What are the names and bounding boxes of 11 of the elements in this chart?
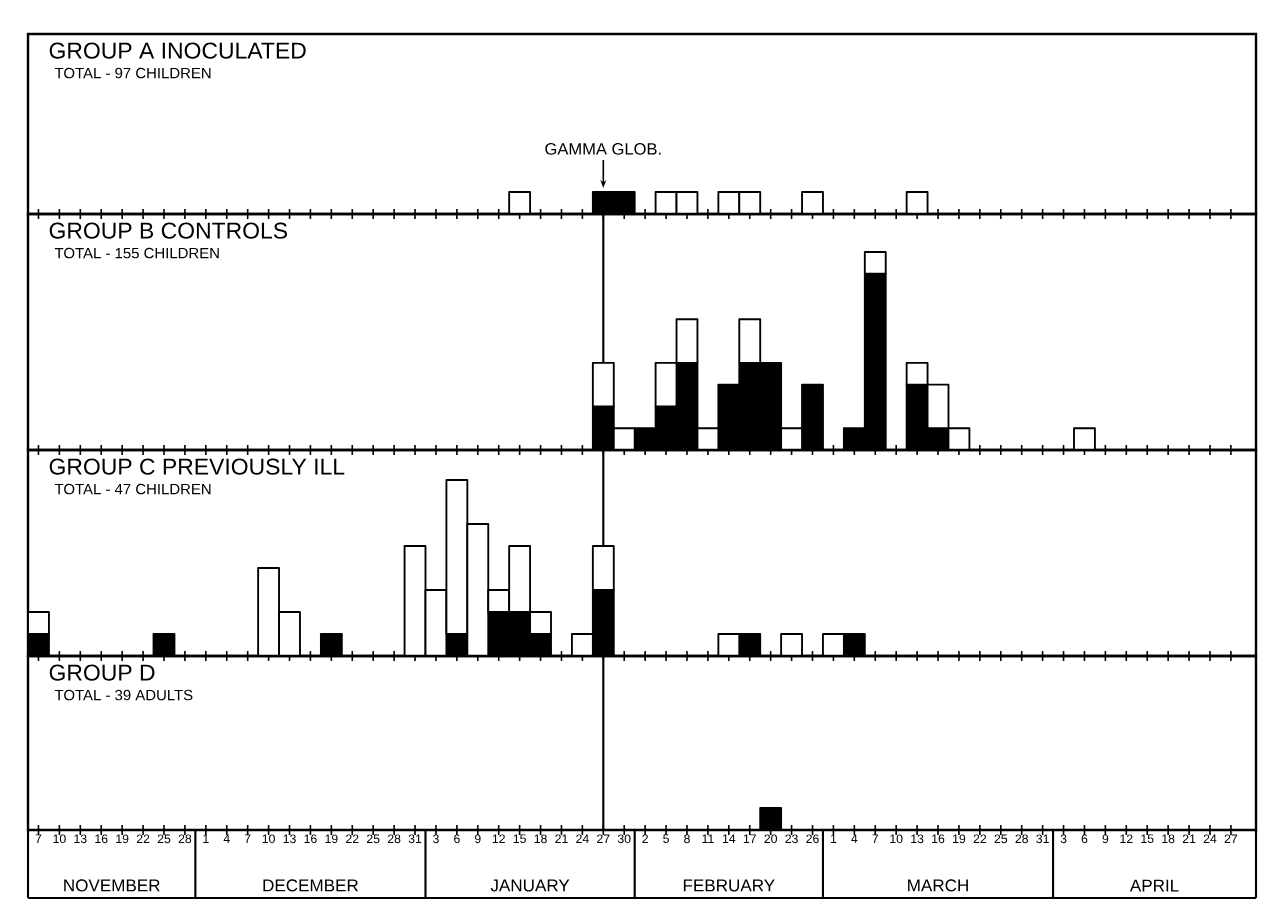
chart-title: GROUP C PREVIOUSLY ILL [49,458,345,475]
text: NOVEMBER [64,879,160,892]
chart-title: GROUP D [49,664,155,681]
text: JANUARY [490,879,570,892]
text: MARCH [908,879,968,892]
text: DECEMBER [263,879,359,892]
text: FEBRUARY [683,879,775,892]
text: APRIL [1129,879,1179,892]
chart-title: GROUP B CONTROLS [49,222,287,239]
chart-title: GROUP A INOCULATED [49,42,306,59]
annotation: GAMMA GLOB. [545,143,661,155]
